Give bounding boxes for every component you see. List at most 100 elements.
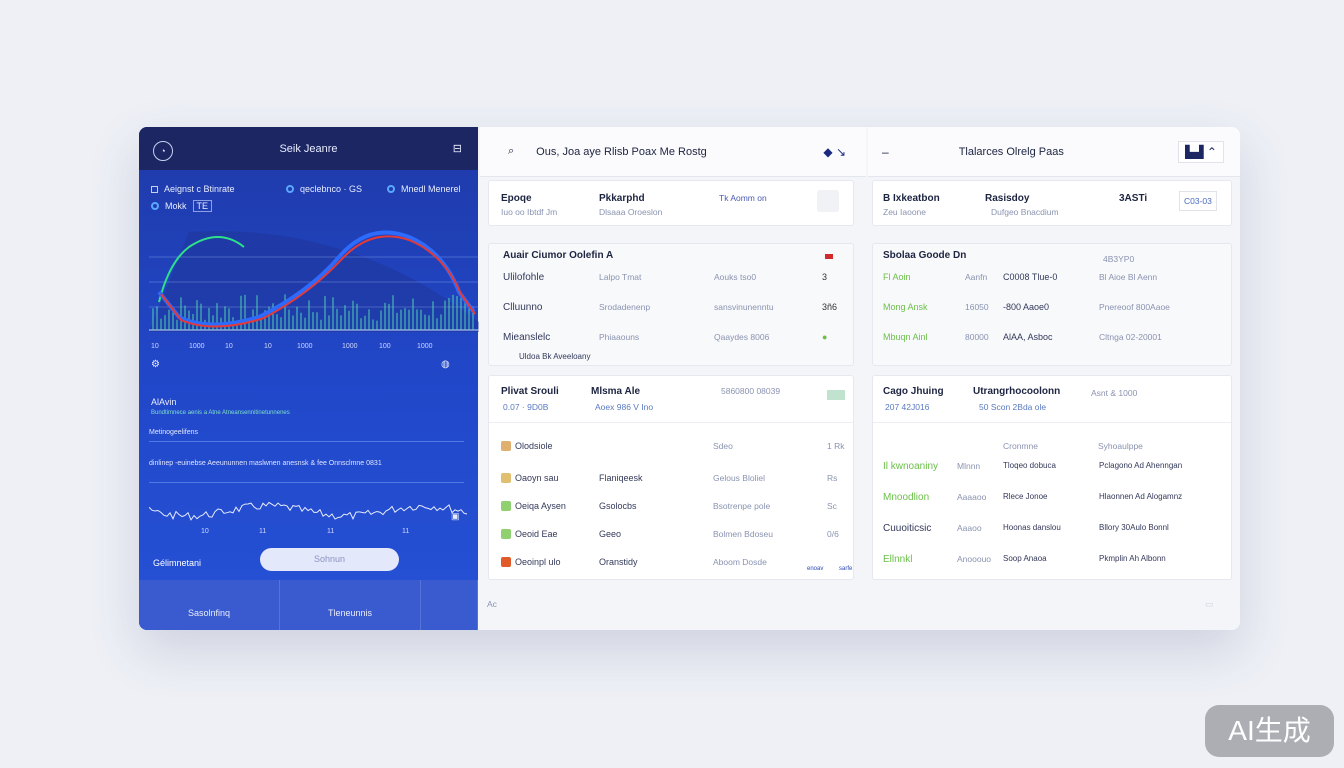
row-name: Oaoyn sau — [515, 473, 559, 483]
item-name: Mieanslelc — [503, 332, 551, 343]
detail-sub: 0.07 · 9D0B — [503, 402, 549, 412]
item-name: Clluunno — [503, 302, 543, 313]
action-button[interactable]: Sohnun — [260, 548, 399, 571]
item-end: 3 — [822, 272, 828, 282]
left-panel-title: Seik Jeanre — [279, 142, 338, 155]
radio-icon — [387, 185, 395, 193]
bookmark-icon[interactable]: ◆ ↘ — [823, 144, 846, 159]
list-card: Auair Ciumor Oolefin A Ulilofohle Lalpo … — [488, 243, 854, 366]
radio-icon — [286, 185, 294, 193]
side-title: 4B3YP0 — [1103, 254, 1135, 264]
summary-sub: Dufgeo Bnacdium — [991, 207, 1059, 217]
detail-title: Cago Jhuing — [883, 386, 944, 397]
footer-link[interactable]: sarfe — [839, 566, 853, 572]
item-right: Cltnga 02-20001 — [1099, 332, 1162, 342]
summary-card: B Ixkeatbon Zeu Iaoone Rasisdoy Dufgeo B… — [872, 180, 1232, 226]
column-2-title: Tlalarces Olrelg Paas — [958, 145, 1064, 158]
column-2-header: ‒ Tlalarces Olrelg Paas ▙▟ ⌃ — [868, 127, 1240, 177]
menu-icon[interactable]: ⊟ — [452, 143, 462, 155]
detail-title: Mlsma Ale — [591, 386, 641, 397]
pin-icon[interactable]: ⌕ — [508, 145, 515, 157]
tab-2[interactable]: Tleneunnis — [280, 580, 421, 630]
row-a: Tloqeo dobuca — [1003, 461, 1056, 470]
row-b: Hlaonnen Ad Alogamnz — [1099, 492, 1183, 501]
corner-icon[interactable]: ▭ — [1205, 599, 1214, 609]
row-mid: Aaaaoo — [957, 492, 987, 502]
column-header: Cronmne — [1003, 441, 1038, 451]
tab-1[interactable]: Sasolnfinq — [139, 580, 280, 630]
detail-title: Utrangrhocoolonn — [973, 386, 1061, 397]
x-tick: 10 — [151, 343, 159, 350]
flag-icon — [825, 254, 833, 259]
minus-icon[interactable]: ‒ — [882, 144, 889, 159]
gridlines — [149, 256, 479, 331]
row-right: Sdeo — [713, 441, 733, 451]
item-mid: Phiaaouns — [599, 332, 640, 342]
x-tick: 11 — [402, 528, 410, 535]
legend-item[interactable]: qeclebnco · GS — [286, 184, 362, 194]
row-right: Bsotrenpe pole — [713, 501, 771, 511]
row-mid: Aaaoo — [957, 523, 982, 533]
left-panel-header: ◔ Seik Jeanre ⊟ — [139, 127, 478, 170]
summary-value: Tk Aomm on — [719, 193, 767, 203]
item-mid: 16050 — [965, 302, 989, 312]
globe-icon[interactable]: ◍ — [441, 359, 450, 370]
red-line — [160, 235, 476, 328]
image-icon[interactable]: ▣ — [451, 511, 460, 521]
status-chip — [827, 390, 845, 400]
x-tick: 10 — [264, 343, 272, 350]
divider — [149, 482, 464, 483]
row-mid: Mlnnn — [957, 461, 981, 471]
sparkline — [149, 501, 468, 521]
item-value: Aouks tso0 — [714, 272, 757, 282]
legend-item[interactable]: Aeignst c Btinrate — [151, 184, 235, 194]
x-tick: 10 — [225, 343, 233, 350]
date-chip[interactable]: C03-03 — [1179, 191, 1217, 211]
item-name: Ulilofohle — [503, 272, 545, 283]
detail-sub: Aoex 986 V Ino — [595, 402, 654, 412]
row-a: Soop Anaoa — [1003, 554, 1047, 563]
legend-label: Mnedl Menerel — [401, 184, 461, 194]
legend-item[interactable]: Mnedl Menerel — [387, 184, 461, 194]
x-tick: 11 — [327, 528, 335, 535]
sparkline-path — [149, 501, 468, 521]
detail-card: Cago Jhuing 207 42J016 Utrangrhocoolonn … — [872, 375, 1232, 580]
user-icon[interactable]: ◔ — [153, 141, 173, 161]
summary-value: 3ASTi — [1119, 193, 1148, 204]
row-name: Oeiqa Aysen — [515, 501, 566, 511]
list-title: Auair Ciumor Oolefin A — [503, 250, 614, 261]
watermark: AI生成 — [1205, 705, 1334, 757]
footer-link[interactable]: enoav — [807, 566, 824, 572]
detail-card: Plivat Srouli 0.07 · 9D0B Mlsma Ale Aoex… — [488, 375, 854, 580]
row-right: Gelous Bloliel — [713, 473, 765, 483]
detail-value: Asnt & 1000 — [1091, 388, 1138, 398]
settings-icon[interactable]: ⚙ — [151, 359, 160, 370]
summary-card: Epoqe Iuo oo Ibtdf Jm Pkkarphd Dlsaaa Or… — [488, 180, 854, 226]
footer-label: Ac — [487, 599, 497, 609]
row-name: Oeoid Eae — [515, 529, 558, 539]
info-line: Metinogeelifens — [149, 429, 199, 436]
bottom-tabs: Sasolnfinq Tleneunnis — [139, 580, 478, 630]
x-tick: 10 — [201, 528, 209, 535]
sub-badge: TE — [192, 200, 213, 212]
sub-legend[interactable]: Mokk TE — [151, 200, 213, 212]
detail-sub: 50 Scon 2Bda ole — [979, 402, 1047, 412]
item-mid: Lalpo Tmat — [599, 272, 642, 282]
legend-label: qeclebnco · GS — [300, 184, 363, 194]
view-toggle-icon[interactable]: ▙▟ ⌃ — [1178, 140, 1224, 163]
row-name: Oeoinpl ulo — [515, 557, 561, 567]
row-b: Bllory 30Aulo Bonnl — [1099, 523, 1169, 532]
tab-spacer — [421, 580, 478, 630]
list-title: Sbolaa Goode Dn — [883, 250, 967, 261]
row-a: Hoonas danslou — [1003, 523, 1061, 532]
item-right: Bl Aioe Bl Aenn — [1099, 272, 1158, 282]
item-value: sansvinunenntu — [714, 302, 774, 312]
row-right: Bolmen Bdoseu — [713, 529, 774, 539]
left-panel: ◔ Seik Jeanre ⊟ Aeignst c Btinrate qecle… — [139, 127, 479, 630]
calendar-icon[interactable] — [817, 190, 839, 212]
summary-title: Epoqe — [501, 193, 532, 204]
item-value: AlAA, Asboc — [1003, 332, 1053, 342]
section-title: AlAvin — [151, 397, 177, 407]
row-name: Ellnnkl — [883, 554, 913, 565]
item-value: -800 Aaoe0 — [1003, 302, 1050, 312]
